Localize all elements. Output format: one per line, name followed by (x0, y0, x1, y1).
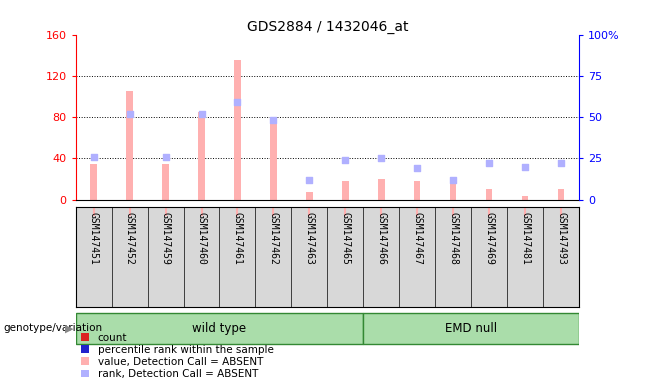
Text: wild type: wild type (192, 322, 247, 335)
Text: GSM147465: GSM147465 (340, 212, 350, 265)
Bar (378, 179, 384, 200)
Point (520, 164, 530, 170)
Title: GDS2884 / 1432046_at: GDS2884 / 1432046_at (247, 20, 408, 33)
Bar (234, 60, 241, 200)
Point (556, 160, 567, 166)
Text: GSM147452: GSM147452 (124, 212, 135, 265)
Text: ▶: ▶ (65, 323, 73, 333)
Text: GSM147467: GSM147467 (413, 212, 422, 265)
Bar (414, 181, 420, 200)
Bar (76, 313, 363, 344)
Bar (558, 189, 565, 200)
Point (232, 99, 243, 105)
Text: GSM147459: GSM147459 (161, 212, 170, 265)
Text: GSM147493: GSM147493 (556, 212, 566, 265)
Point (124, 111, 135, 117)
Point (484, 160, 494, 166)
Point (196, 111, 207, 117)
Text: GSM147468: GSM147468 (448, 212, 458, 265)
Bar (450, 181, 457, 200)
Point (412, 165, 422, 171)
Point (304, 177, 315, 183)
Text: GSM147451: GSM147451 (89, 212, 99, 265)
Text: EMD null: EMD null (445, 322, 497, 335)
Legend: count, percentile rank within the sample, value, Detection Call = ABSENT, rank, : count, percentile rank within the sample… (81, 333, 274, 379)
Point (161, 154, 171, 160)
Point (376, 156, 386, 162)
Text: genotype/variation: genotype/variation (3, 323, 103, 333)
Bar (163, 164, 169, 200)
Point (88, 154, 99, 160)
Point (268, 118, 279, 124)
Bar (306, 192, 313, 200)
Bar (126, 91, 133, 200)
Point (340, 157, 351, 163)
Text: GSM147469: GSM147469 (484, 212, 494, 265)
Bar (363, 313, 579, 344)
Text: GSM147461: GSM147461 (232, 212, 242, 265)
Bar (198, 112, 205, 200)
Bar (486, 189, 492, 200)
Bar (522, 195, 528, 200)
Text: GSM147460: GSM147460 (197, 212, 207, 265)
Text: GSM147466: GSM147466 (376, 212, 386, 265)
Text: GSM147462: GSM147462 (268, 212, 278, 265)
Bar (90, 164, 97, 200)
Bar (270, 122, 276, 200)
Text: GSM147463: GSM147463 (305, 212, 315, 265)
Text: GSM147481: GSM147481 (520, 212, 530, 265)
Bar (342, 181, 349, 200)
Point (448, 177, 459, 183)
